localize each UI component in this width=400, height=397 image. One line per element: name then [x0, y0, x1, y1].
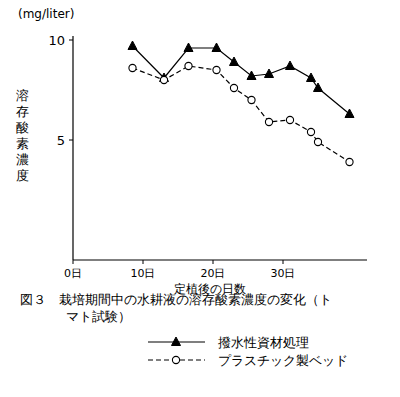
legend-item: 撥水性資材処理	[148, 335, 309, 350]
x-tick-label: 30日	[271, 267, 296, 280]
data-point	[128, 41, 137, 50]
data-point	[307, 128, 314, 135]
y-tick	[69, 40, 73, 41]
y-axis	[72, 36, 73, 260]
x-axis	[73, 259, 367, 260]
data-point	[160, 76, 167, 83]
x-tick	[283, 260, 284, 264]
data-point	[129, 64, 136, 71]
data-point	[265, 118, 272, 125]
y-axis-label-char: 酸	[16, 120, 29, 135]
legend-label: 撥水性資材処理	[218, 335, 309, 350]
series-line	[133, 46, 350, 114]
data-point	[184, 43, 193, 52]
data-point	[286, 116, 293, 123]
data-point	[213, 66, 220, 73]
data-point	[345, 109, 354, 118]
y-axis-label-char: 溶	[16, 88, 29, 103]
data-point	[247, 71, 256, 80]
x-tick	[213, 260, 214, 264]
y-axis-label-char: 素	[16, 136, 29, 151]
y-tick	[69, 140, 73, 141]
data-point	[230, 57, 239, 66]
data-point	[346, 158, 353, 165]
x-tick-label: 20日	[201, 267, 226, 280]
data-point	[248, 96, 255, 103]
y-axis-label-char: 存	[16, 104, 29, 119]
x-tick-label: 10日	[131, 267, 156, 280]
legend-marker	[172, 337, 181, 346]
y-unit: (mg/liter)	[18, 7, 74, 21]
data-point	[230, 84, 237, 91]
y-tick-label: 10	[48, 33, 65, 48]
x-tick	[143, 260, 144, 264]
data-point	[212, 43, 221, 52]
data-point	[185, 62, 192, 69]
legend-label: プラスチック製ベッド	[218, 353, 348, 368]
title-line: マト試験）	[66, 309, 131, 324]
y-axis-label: 溶存酸素濃度	[16, 88, 29, 183]
data-point	[307, 73, 316, 82]
series-line	[133, 66, 350, 162]
title-line: 図３ 栽培期間中の水耕液の溶存酸素濃度の変化（ト	[20, 292, 332, 307]
data-point	[314, 83, 323, 92]
legend-marker	[172, 356, 179, 363]
y-axis-label-char: 濃	[16, 152, 29, 167]
data-point	[286, 61, 295, 70]
legend-item: プラスチック製ベッド	[148, 353, 348, 368]
data-point	[314, 138, 321, 145]
title: 図３ 栽培期間中の水耕液の溶存酸素濃度の変化（トマト試験）	[20, 292, 332, 324]
data-point	[265, 69, 274, 78]
chart: (mg/liter)5100日10日20日30日定植後の日数溶存酸素濃度図３ 栽…	[0, 0, 400, 397]
plot-area	[128, 41, 354, 166]
x-tick-label: 0日	[64, 267, 82, 280]
x-tick	[73, 260, 74, 264]
y-tick-label: 5	[57, 133, 65, 148]
y-axis-label-char: 度	[16, 168, 29, 183]
